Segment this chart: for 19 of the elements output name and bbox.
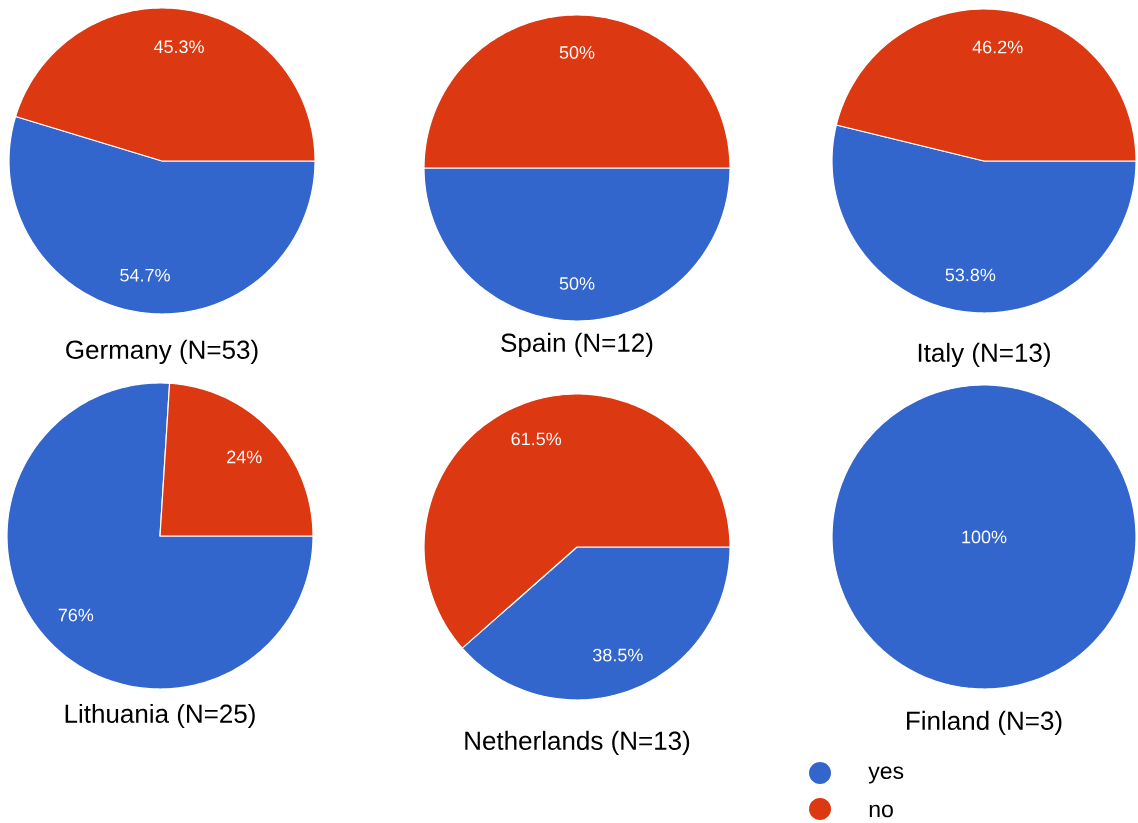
data-label: 100% — [962, 530, 1007, 544]
legend-label: yes — [868, 766, 904, 784]
data-label: 50% — [559, 46, 595, 59]
legend-label: no — [869, 804, 893, 818]
data-label: 46.2% — [972, 40, 1023, 54]
text: Netherlands (N=13) — [465, 730, 690, 756]
data-label: 24% — [227, 450, 262, 464]
data-label: 54.7% — [120, 268, 170, 282]
text: Italy (N=13) — [918, 342, 1050, 368]
data-label: 76% — [58, 608, 94, 622]
data-label: 45.3% — [153, 40, 204, 54]
text: Lithuania (N=25) — [65, 703, 255, 729]
text: Germany (N=53) — [66, 339, 258, 365]
data-label: 61.5% — [511, 432, 562, 446]
data-label: 50% — [559, 277, 595, 290]
text: Spain (N=12) — [501, 332, 653, 358]
data-label: 38.5% — [593, 648, 643, 662]
data-label: 53.8% — [945, 268, 996, 282]
text: Finland (N=3) — [907, 710, 1062, 736]
